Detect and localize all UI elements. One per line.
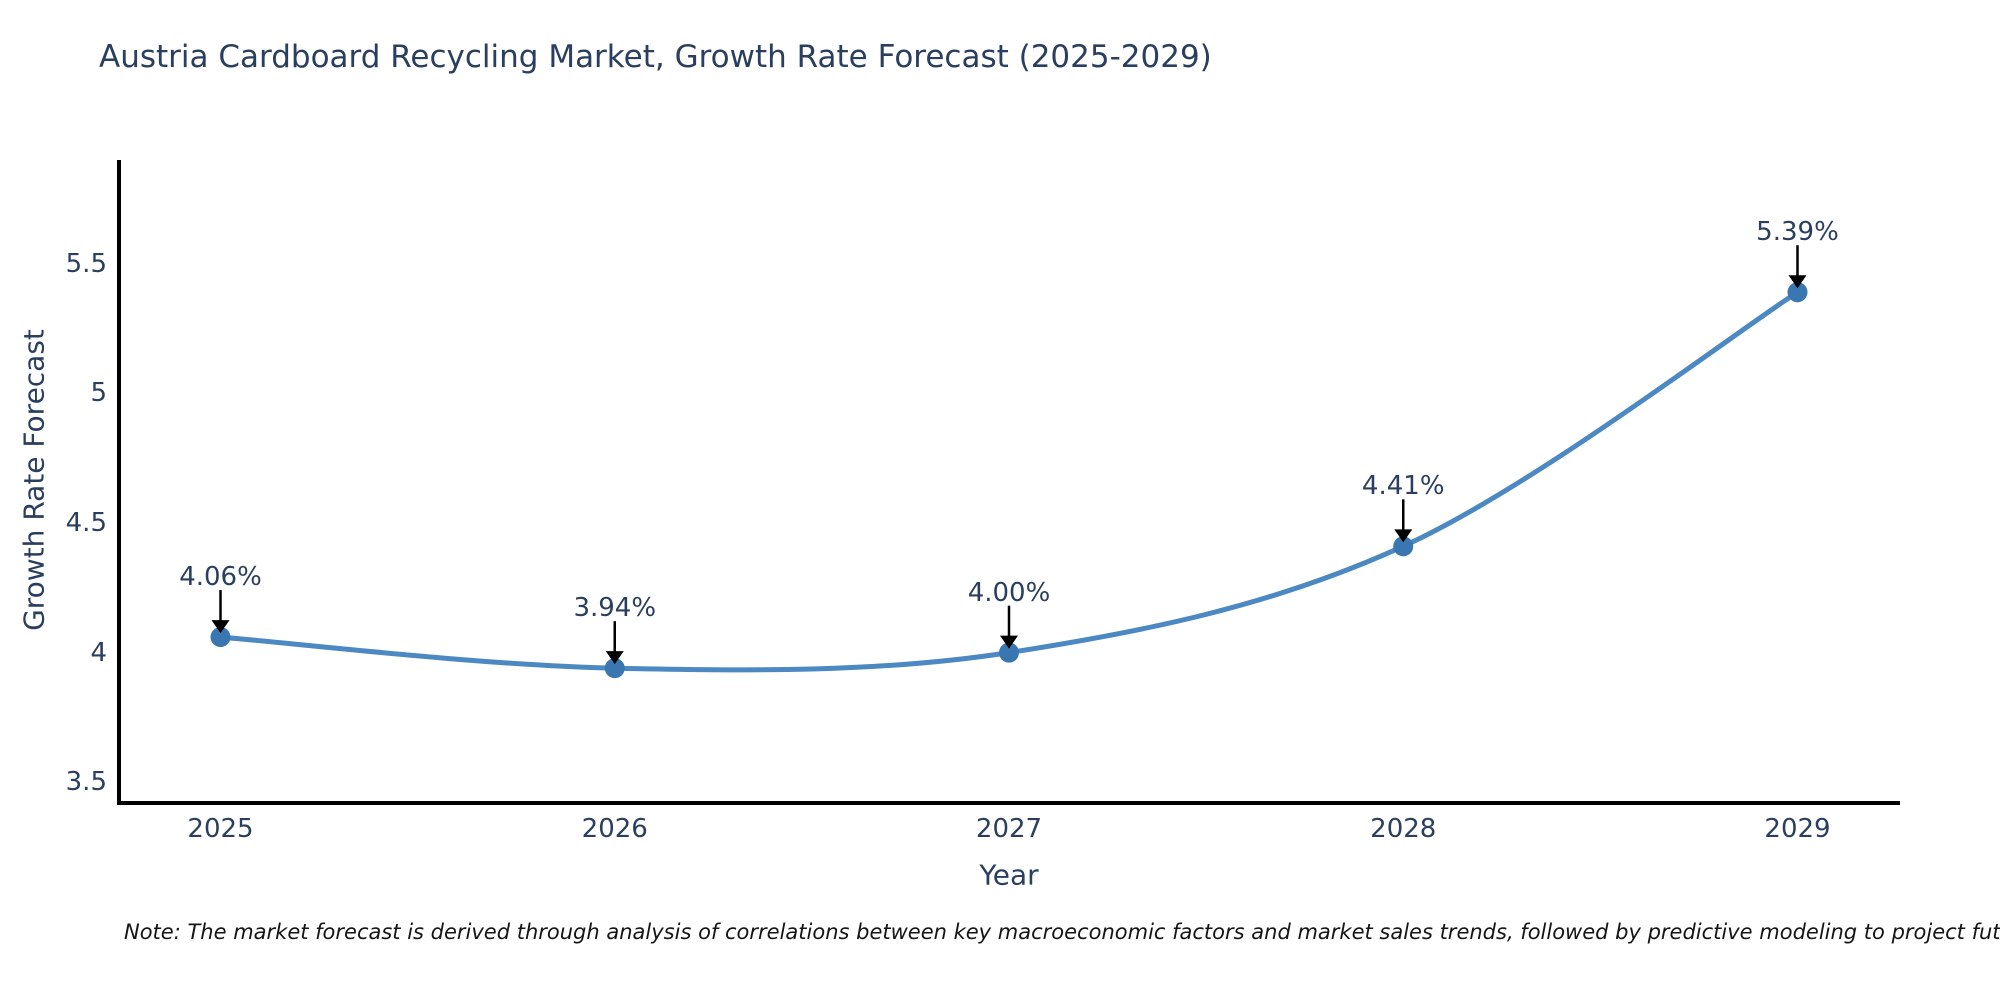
x-tick-label-2026: 2026 <box>581 814 648 844</box>
annotation-arrowhead-2025 <box>211 620 230 634</box>
data-point-2029 <box>1787 282 1808 303</box>
annotation-arrowhead-2028 <box>1394 529 1413 543</box>
y-tick-label-4.5: 4.5 <box>65 507 107 538</box>
annotation-label-2026: 3.94% <box>573 593 657 624</box>
y-tick-label-3.5: 3.5 <box>65 767 107 798</box>
chart-title: Austria Cardboard Recycling Market, Grow… <box>99 39 1212 75</box>
data-point-2027 <box>999 642 1019 663</box>
x-tick-label-2025: 2025 <box>187 814 254 844</box>
annotation-arrowhead-2027 <box>1000 635 1018 649</box>
y-tick-label-5.5: 5.5 <box>65 248 107 279</box>
x-tick-label-2027: 2027 <box>975 814 1043 844</box>
annotation-arrowhead-2029 <box>1788 275 1807 289</box>
annotation-label-2027: 4.00% <box>967 577 1051 608</box>
annotation-label-2025: 4.06% <box>179 562 262 593</box>
footnote: Note: The market forecast is derived thr… <box>124 920 2000 944</box>
x-tick-label-2028: 2028 <box>1370 814 1437 844</box>
annotation-label-2029: 5.39% <box>1756 217 1839 248</box>
y-tick-label-4: 4 <box>90 637 107 668</box>
x-tick-label-2029: 2029 <box>1764 814 1831 844</box>
data-point-2025 <box>210 627 231 648</box>
x-axis-title: Year <box>979 858 1039 892</box>
data-point-2028 <box>1393 536 1414 557</box>
data-point-2026 <box>604 658 625 679</box>
y-tick-label-5: 5 <box>90 378 107 409</box>
annotation-label-2028: 4.41% <box>1361 471 1445 502</box>
annotation-arrowhead-2026 <box>605 651 624 665</box>
